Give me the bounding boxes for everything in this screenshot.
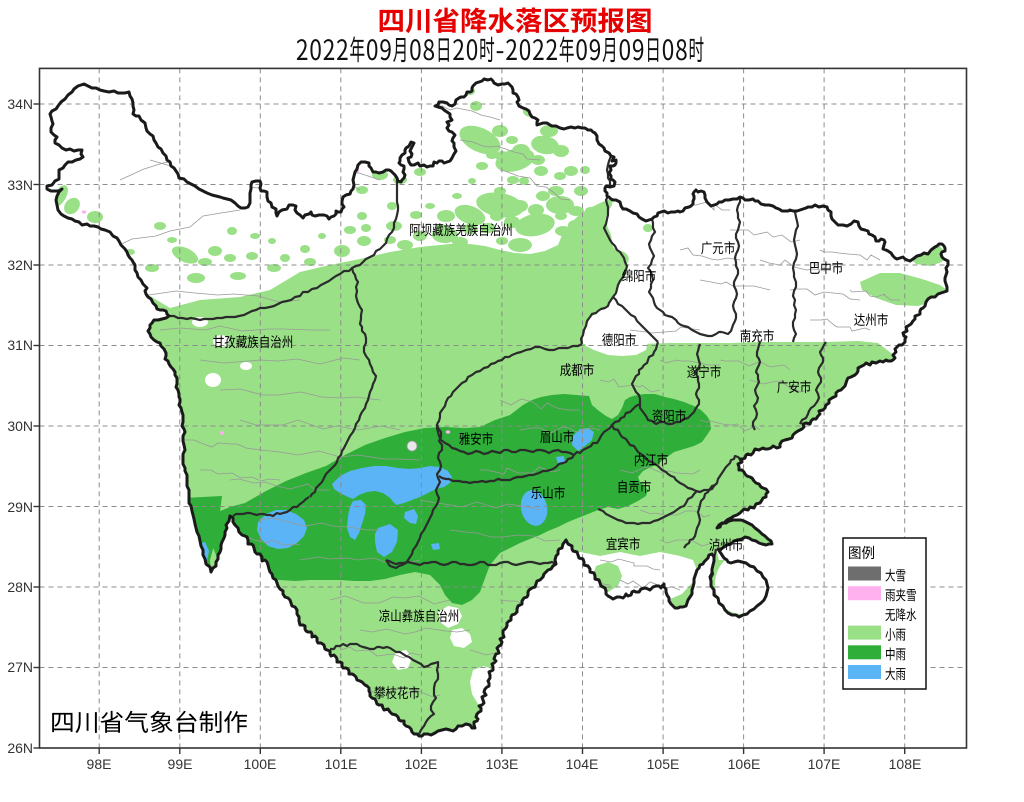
svg-text:34N: 34N — [7, 96, 33, 112]
svg-text:29N: 29N — [7, 499, 33, 515]
svg-text:108E: 108E — [889, 756, 922, 772]
svg-text:32N: 32N — [7, 257, 33, 273]
svg-text:26N: 26N — [7, 740, 33, 756]
svg-text:102E: 102E — [405, 756, 438, 772]
svg-text:101E: 101E — [325, 756, 358, 772]
svg-text:107E: 107E — [808, 756, 841, 772]
svg-text:106E: 106E — [728, 756, 761, 772]
svg-text:103E: 103E — [486, 756, 519, 772]
svg-text:33N: 33N — [7, 177, 33, 193]
svg-text:104E: 104E — [566, 756, 599, 772]
svg-text:28N: 28N — [7, 579, 33, 595]
svg-text:100E: 100E — [244, 756, 277, 772]
svg-text:98E: 98E — [87, 756, 112, 772]
svg-text:30N: 30N — [7, 418, 33, 434]
svg-text:31N: 31N — [7, 337, 33, 353]
svg-text:105E: 105E — [647, 756, 680, 772]
svg-text:27N: 27N — [7, 659, 33, 675]
svg-text:99E: 99E — [168, 756, 193, 772]
